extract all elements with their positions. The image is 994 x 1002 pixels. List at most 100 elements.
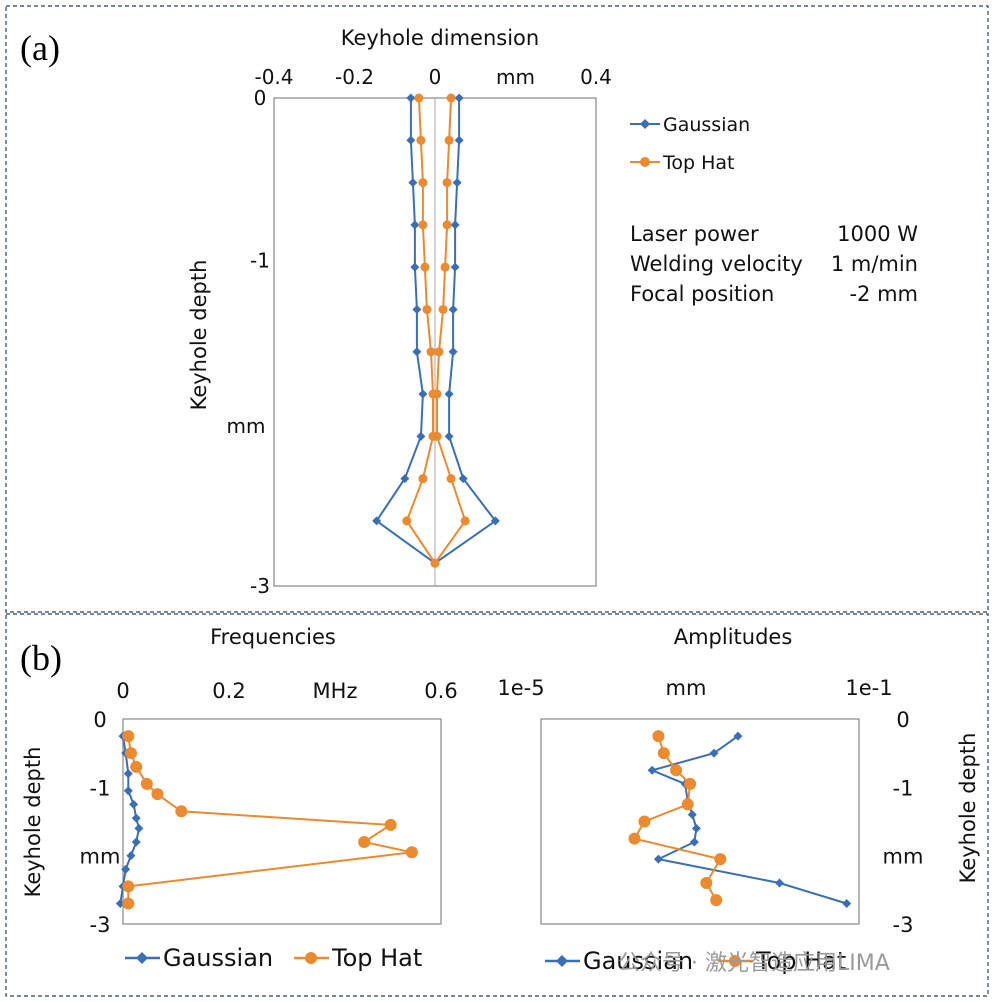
frequencies-tophat-point	[358, 836, 371, 848]
frequencies-y-tick-label: 0	[93, 708, 106, 732]
panel-b-letter: (b)	[20, 638, 62, 678]
keyhole-gaussian-left-point	[400, 474, 410, 484]
keyhole-tophat-right-point	[446, 474, 456, 484]
keyhole-x-tick-label: -0.2	[335, 65, 374, 89]
keyhole-gaussian-right-line	[434, 98, 497, 565]
legend-gaussian-label: Gaussian	[163, 944, 273, 972]
keyhole-gaussian-left-point	[406, 93, 416, 103]
legend-gaussian-label: Gaussian	[583, 947, 693, 975]
keyhole-gaussian-right-point	[458, 474, 468, 484]
keyhole-tophat-right-point	[446, 93, 456, 103]
legend-gaussian: Gaussian	[125, 944, 273, 972]
frequencies-x-tick-label: 0	[116, 679, 129, 703]
frequencies-gaussian-point	[131, 813, 141, 823]
keyhole-tophat-right-point	[434, 347, 444, 357]
legend-gaussian: Gaussian	[545, 947, 693, 975]
frequencies-tophat-point	[175, 805, 188, 818]
keyhole-gaussian-left-point	[410, 262, 420, 272]
frequencies-plot-area	[122, 718, 442, 925]
keyhole-gaussian-left-point	[412, 347, 422, 357]
frequencies-tophat-point	[405, 846, 418, 859]
keyhole-chart: Keyhole dimension -0.4 -0.2 0 mm 0.4 0 -1 -3 K…	[187, 26, 918, 598]
keyhole-y-tick-label: 0	[254, 86, 267, 110]
amplitudes-plot-area	[540, 718, 860, 925]
keyhole-tophat-left-point	[416, 135, 426, 145]
panel-b-frame	[5, 613, 989, 997]
amplitudes-tophat-line	[633, 735, 722, 901]
amplitudes-tophat-point	[684, 777, 697, 790]
param-laser-power-value: 1000 W	[837, 222, 918, 246]
amplitudes-tophat-point	[700, 877, 713, 889]
amplitudes-tophat-point	[710, 894, 723, 907]
amplitudes-gaussian-point	[775, 878, 784, 888]
amplitudes-y-label: Keyhole depth	[956, 733, 980, 884]
frequencies-y-label: Keyhole depth	[21, 747, 45, 898]
amplitudes-gaussian-point	[647, 765, 657, 775]
amplitudes-y-tick-label: mm	[883, 845, 924, 869]
amplitudes-tophat-point	[652, 730, 665, 743]
amplitudes-tophat-point	[638, 815, 651, 828]
legend-gaussian-marker	[640, 119, 650, 129]
frequencies-tophat-point	[130, 760, 143, 773]
keyhole-series	[372, 93, 500, 568]
frequencies-tophat-point	[124, 747, 137, 760]
keyhole-y-unit: mm	[227, 414, 266, 438]
keyhole-gaussian-right-point	[452, 178, 462, 188]
amplitudes-x-ticks: 1e-5 mm 1e-1	[497, 676, 892, 700]
amplitudes-tophat-point	[670, 764, 683, 777]
frequencies-y-tick-label: -3	[90, 913, 111, 937]
keyhole-tophat-left-point	[418, 220, 428, 230]
frequencies-y-ticks: 0 -1 mm -3	[80, 708, 121, 937]
keyhole-x-tick-label: 0	[429, 65, 442, 89]
keyhole-tophat-left-line	[405, 97, 436, 564]
frequencies-x-tick-label: MHz	[313, 679, 358, 703]
keyhole-tophat-left-point	[414, 93, 424, 103]
amplitudes-gaussian-point	[709, 748, 719, 758]
frequencies-tophat-point	[384, 818, 397, 831]
legend-tophat-label: Top Hat	[331, 944, 422, 972]
keyhole-gaussian-left-point	[408, 178, 418, 188]
keyhole-gaussian-left-point	[372, 516, 382, 526]
keyhole-tophat-right-point	[430, 558, 440, 568]
keyhole-tophat-right-point	[444, 135, 454, 145]
amplitudes-x-tick-label: 1e-1	[845, 676, 892, 700]
keyhole-tophat-left-point	[422, 304, 432, 314]
amplitudes-series	[628, 730, 852, 908]
keyhole-tophat-right-point	[432, 389, 442, 399]
param-focal-position-label: Focal position	[630, 282, 774, 306]
param-welding-velocity-value: 1 m/min	[831, 252, 918, 276]
amplitudes-legend: Gaussian Top Hat	[545, 947, 846, 975]
amplitudes-gaussian-point	[653, 854, 663, 864]
keyhole-y-tick-label: -3	[250, 574, 270, 598]
amplitudes-y-ticks: 0 -1 mm -3	[883, 708, 924, 937]
frequencies-gaussian-point	[115, 899, 125, 908]
keyhole-tophat-left-point	[420, 262, 430, 272]
amplitudes-tophat-point	[681, 798, 694, 811]
amplitudes-x-tick-label: mm	[666, 676, 707, 700]
keyhole-tophat-right-point	[432, 431, 442, 441]
keyhole-legend: Gaussian Top Hat	[630, 114, 750, 174]
frequencies-gaussian-point	[126, 851, 136, 861]
amplitudes-title: Amplitudes	[674, 625, 793, 649]
amplitudes-tophat-point	[657, 747, 670, 760]
keyhole-tophat-left-point	[418, 474, 428, 484]
amplitudes-tophat-point	[714, 853, 727, 866]
keyhole-tophat-right-point	[440, 262, 450, 272]
frequencies-chart: Frequencies 0 0.2 MHz 0.6 0 -1 mm -3 Keyhole d…	[21, 625, 458, 972]
legend-tophat: Top Hat	[718, 947, 846, 975]
legend-gaussian-label: Gaussian	[663, 114, 750, 136]
amplitudes-y-tick-label: -1	[893, 776, 914, 800]
keyhole-x-tick-label: -0.4	[254, 65, 293, 89]
amplitudes-chart: Amplitudes 1e-5 mm 1e-1 0 -1 mm -3 Keyhole de…	[497, 625, 980, 975]
keyhole-gaussian-right-point	[444, 389, 454, 399]
amplitudes-gaussian-point	[733, 731, 743, 741]
keyhole-tophat-right-point	[442, 178, 452, 188]
keyhole-gaussian-right-point	[450, 220, 460, 230]
frequencies-tophat-line	[127, 735, 413, 904]
legend-tophat-marker	[305, 952, 317, 964]
frequencies-series	[115, 730, 418, 910]
keyhole-gaussian-right-point	[444, 431, 454, 441]
param-laser-power-label: Laser power	[630, 222, 759, 246]
keyhole-gaussian-left-point	[416, 431, 426, 441]
